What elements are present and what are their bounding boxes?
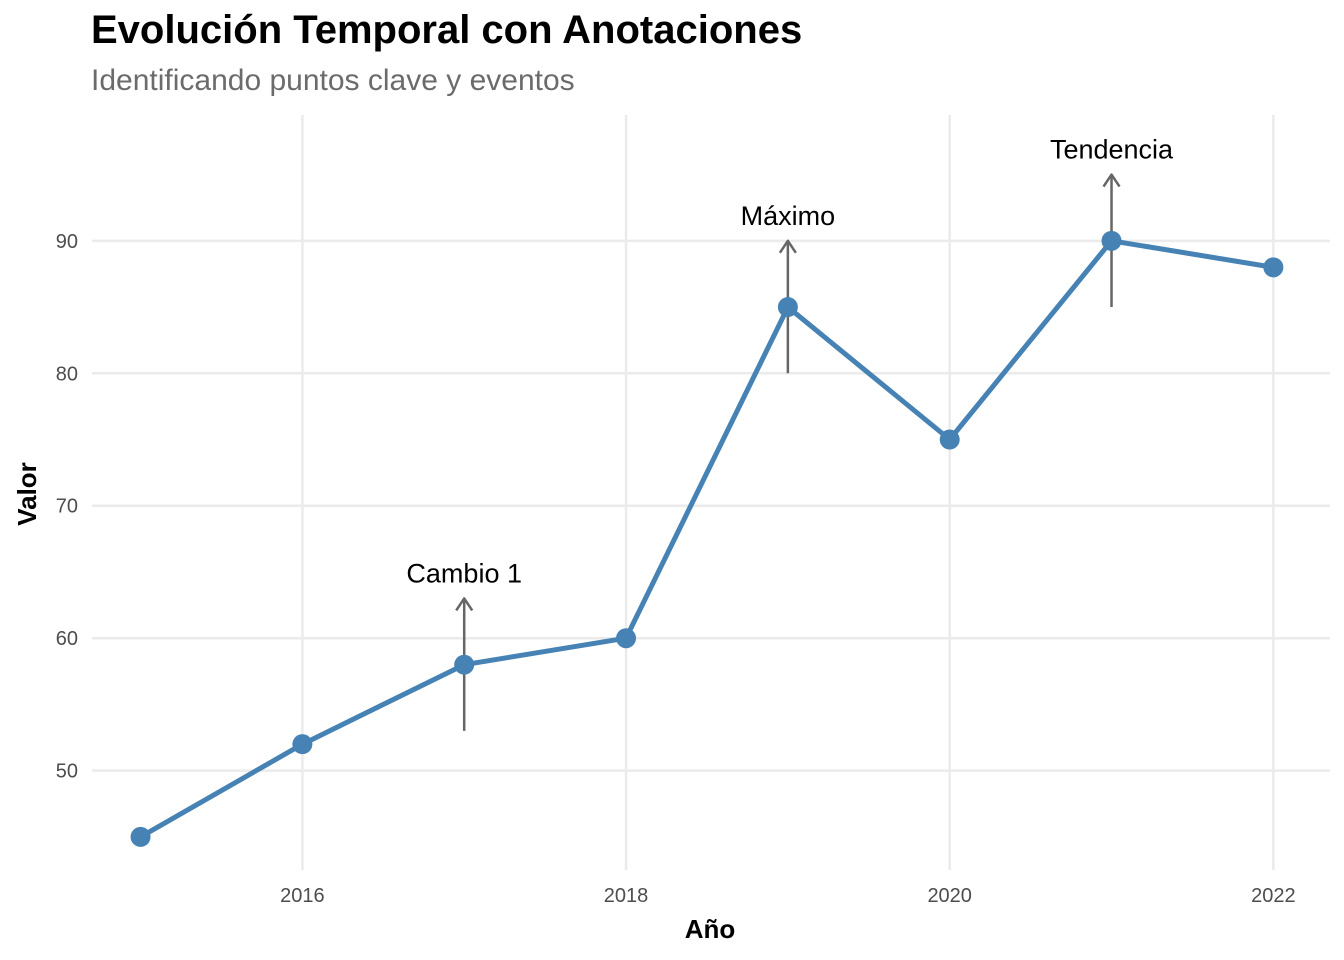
annotation-arrow-head (778, 239, 797, 254)
chart-subtitle: Identificando puntos clave y eventos (91, 64, 575, 97)
x-axis-title: Año (685, 914, 736, 944)
grid-lines (92, 115, 1330, 870)
tick-labels: 50 60 70 80 90 2016 2018 2020 2022 (56, 231, 1296, 907)
x-tick-label: 2022 (1251, 885, 1296, 907)
annotation-label: Tendencia (1050, 135, 1174, 165)
y-axis-title: Valor (12, 462, 42, 526)
y-tick-label: 90 (56, 231, 78, 253)
x-tick-label: 2016 (280, 885, 325, 907)
series-line (138, 238, 1276, 840)
data-point (1263, 257, 1284, 278)
y-tick-label: 60 (56, 628, 78, 650)
data-point (454, 654, 475, 675)
data-point (777, 297, 798, 318)
data-points (130, 230, 1284, 847)
annotation-layer: Cambio 1 Máximo Tendencia (406, 135, 1174, 731)
data-point (1101, 230, 1122, 251)
y-tick-label: 80 (56, 363, 78, 385)
data-point (616, 628, 637, 649)
annotation-arrow-head (1102, 173, 1121, 188)
y-tick-label: 50 (56, 761, 78, 783)
y-tick-label: 70 (56, 496, 78, 518)
annotation-label: Máximo (741, 201, 836, 231)
data-point (939, 429, 960, 450)
data-point (130, 826, 151, 847)
annotation-label: Cambio 1 (406, 558, 522, 588)
x-tick-label: 2020 (927, 885, 972, 907)
series-line-layer (138, 238, 1276, 840)
chart-title: Evolución Temporal con Anotaciones (91, 8, 803, 52)
x-tick-label: 2018 (604, 885, 649, 907)
data-point (292, 734, 313, 755)
annotation-arrow-head (455, 597, 474, 612)
